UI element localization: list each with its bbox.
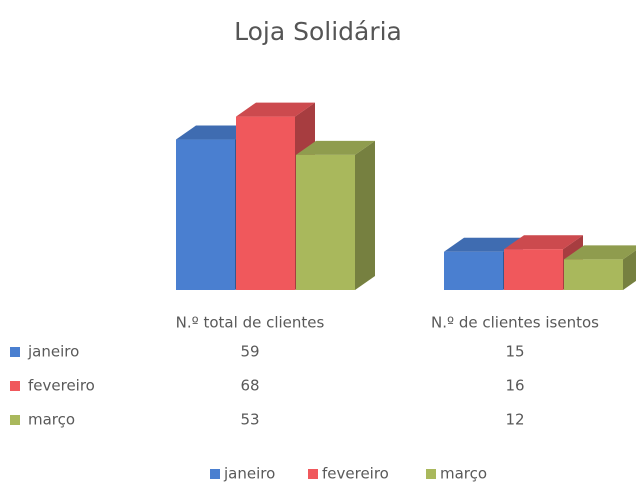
bar: [444, 251, 503, 290]
table-value: 68: [240, 377, 259, 395]
table-header: N.º de clientes isentos: [431, 314, 599, 332]
bar-side-shade: [623, 250, 636, 290]
table-value: 15: [505, 343, 524, 361]
bar-top: [564, 245, 636, 260]
bar-side: [355, 140, 375, 290]
bar-top-shade: [236, 102, 315, 117]
table-legend-key: [10, 381, 20, 391]
legend-label: janeiro: [223, 465, 275, 482]
bar-top-shade: [176, 125, 255, 140]
table-value: 53: [240, 411, 259, 429]
bar: [296, 154, 355, 290]
legend-label: fevereiro: [322, 465, 389, 482]
table-value: 12: [505, 411, 524, 429]
table-series-name: fevereiro: [28, 377, 95, 395]
legend-key: [426, 469, 436, 479]
bar: [236, 116, 295, 290]
chart-title: Loja Solidária: [234, 17, 402, 46]
bar-top: [236, 102, 315, 117]
table-series-name: janeiro: [27, 343, 79, 361]
bar-top: [504, 235, 583, 250]
bar-top-shade: [564, 245, 636, 260]
table-value: 16: [505, 377, 524, 395]
bar-top: [176, 125, 255, 140]
table-series-name: março: [28, 411, 75, 429]
table-legend-key: [10, 347, 20, 357]
legend-key: [210, 469, 220, 479]
table-header: N.º total de clientes: [176, 314, 325, 332]
bar-side: [623, 250, 636, 290]
bar-side-shade: [355, 140, 375, 290]
bar-top-shade: [444, 237, 523, 252]
bar-top: [296, 140, 375, 155]
bar-top-shade: [504, 235, 583, 250]
table-legend-key: [10, 415, 20, 425]
bar-top-shade: [296, 140, 375, 155]
legend-key: [308, 469, 318, 479]
bar-top: [444, 237, 523, 252]
table-value: 59: [240, 343, 259, 361]
bar: [564, 259, 623, 290]
bar: [504, 249, 563, 290]
bar: [176, 139, 235, 290]
legend-label: março: [440, 465, 487, 482]
